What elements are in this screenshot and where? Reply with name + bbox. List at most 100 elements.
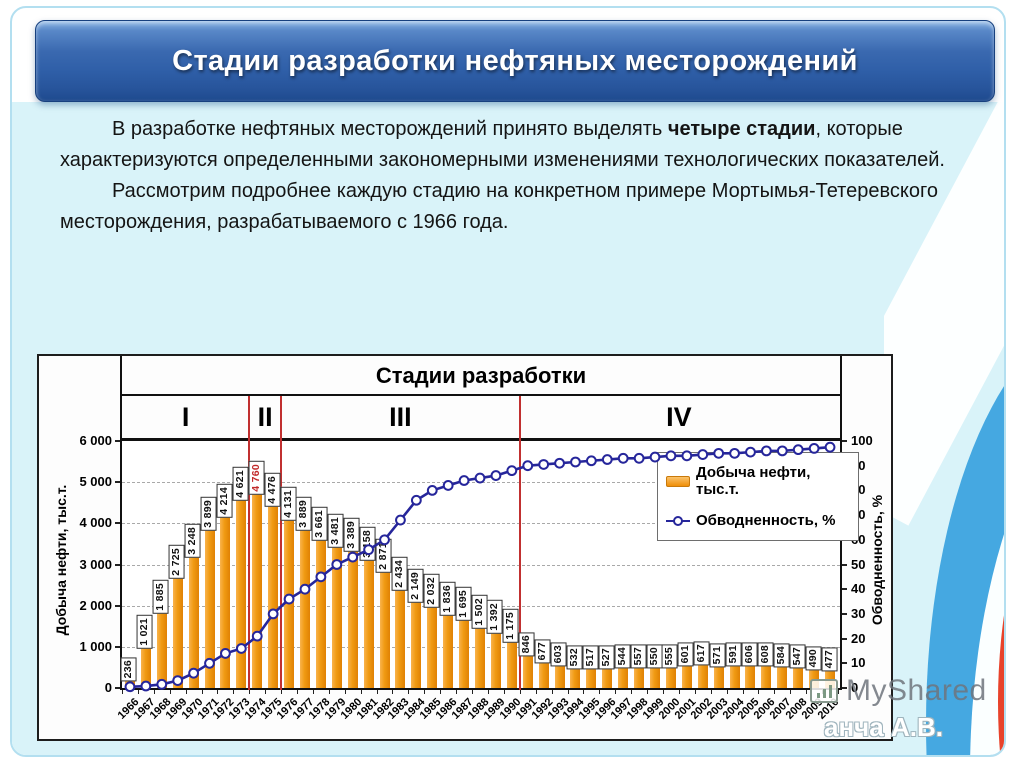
bar-value-label: 3 889	[296, 497, 313, 531]
bar-value-label: 1 695	[455, 587, 472, 622]
production-bar	[490, 630, 501, 688]
x-axis-tick	[551, 690, 553, 694]
right-axis-tick	[842, 440, 847, 442]
chart-title-band	[120, 356, 842, 396]
slide: Стадии разработки нефтяных месторождений…	[10, 6, 1006, 757]
bar-value-label: 584	[773, 642, 790, 667]
x-axis-tick	[694, 690, 696, 694]
production-bar	[395, 587, 406, 688]
left-axis-tick-label: 6 000	[79, 433, 112, 448]
x-axis-tick	[328, 690, 330, 694]
right-axis-tick-label: 0	[851, 680, 859, 695]
stage-label: I	[181, 402, 190, 432]
bar-value-label: 4 131	[280, 487, 297, 521]
legend-label: Добыча нефти, тыс.т.	[696, 464, 811, 498]
x-axis-tick	[233, 690, 235, 694]
production-bar	[475, 626, 485, 688]
bar-value-label: 2 032	[423, 573, 440, 608]
bar-value-label: 3 158	[360, 527, 376, 561]
x-axis-tick	[344, 690, 346, 694]
left-axis-tick-label: 5 000	[79, 474, 112, 490]
production-bar	[220, 514, 231, 688]
production-bar	[459, 618, 470, 688]
production-bar	[140, 645, 151, 688]
x-axis-tick	[424, 690, 426, 694]
x-axis-tick	[265, 690, 267, 694]
x-axis-tick	[631, 690, 633, 694]
x-axis-tick	[185, 690, 187, 694]
right-axis-tick	[842, 612, 847, 615]
production-bar	[284, 517, 295, 688]
right-axis-tick	[842, 588, 847, 591]
x-axis-tick	[297, 690, 299, 694]
production-bar	[697, 662, 708, 688]
x-axis-tick	[710, 690, 712, 694]
x-axis-tick	[456, 690, 458, 694]
production-bar	[379, 569, 390, 688]
production-bar	[411, 599, 422, 688]
left-axis-tick	[115, 604, 120, 607]
stage-divider-line	[280, 396, 283, 690]
bar-value-label: 547	[789, 644, 806, 669]
chart-window-icon	[810, 679, 838, 703]
x-axis-tick	[838, 690, 839, 694]
text-run: , которые характеризуются определенными …	[60, 118, 945, 171]
x-axis-tick	[583, 690, 585, 694]
right-axis-tick-label: 20	[851, 630, 866, 646]
page-title: Стадии разработки нефтяных месторождений	[172, 44, 858, 77]
bar-value-label: 555	[662, 643, 678, 669]
production-bar	[681, 663, 692, 688]
x-axis-tick	[678, 690, 680, 694]
x-axis-tick	[408, 690, 410, 694]
production-bar	[793, 665, 804, 688]
slide-title-bar: Стадии разработки нефтяных месторождений	[35, 20, 995, 102]
left-axis-tick	[115, 645, 120, 648]
bar-value-label: 1 021	[137, 615, 153, 649]
x-axis-tick	[281, 690, 283, 694]
production-bar	[236, 497, 247, 688]
x-axis-tick	[742, 690, 744, 694]
production-bar	[713, 664, 724, 688]
x-axis-tick	[599, 690, 601, 694]
bar-value-label: 517	[582, 645, 599, 670]
production-bar	[363, 558, 374, 688]
production-bar	[665, 665, 676, 688]
production-bar	[586, 666, 597, 688]
x-axis-tick	[519, 690, 521, 694]
x-axis-tick	[535, 690, 537, 694]
bar-value-label: 677	[535, 638, 551, 664]
right-axis-tick-label: 30	[851, 605, 866, 621]
left-axis-tick-label: 3 000	[79, 556, 112, 572]
production-bar	[331, 544, 342, 688]
bar-value-label: 4 214	[216, 483, 233, 518]
right-axis-tick-label: 10	[851, 655, 866, 671]
bar-value-label: 571	[710, 643, 726, 668]
left-axis-tick-label: 0	[104, 680, 112, 695]
production-bar	[729, 663, 740, 688]
bar-value-label: 1 502	[471, 595, 488, 630]
production-bar	[156, 610, 167, 688]
author-signature: анча А.В.	[824, 712, 943, 742]
bar-value-label: 1 175	[503, 608, 519, 643]
x-axis-tick	[392, 690, 394, 694]
x-axis-tick	[122, 690, 123, 694]
bar-value-label: 603	[551, 641, 567, 667]
bar-value-label: 1 836	[439, 581, 456, 616]
bar-value-label: 3 248	[185, 523, 201, 558]
stage-band	[120, 396, 842, 438]
x-axis-tick	[647, 690, 649, 694]
stage-divider-line	[248, 396, 251, 690]
x-axis-tick	[169, 690, 171, 694]
left-axis-tick	[115, 481, 120, 484]
bar-value-label: 606	[741, 641, 758, 667]
production-bar	[602, 666, 613, 688]
bar-value-label: 1 392	[487, 599, 503, 634]
bar-value-label: 4 621	[232, 467, 249, 501]
right-axis-tick-label: 50	[851, 556, 866, 572]
bar-value-label: 550	[646, 643, 663, 669]
text-run: четыре стадии	[667, 118, 816, 140]
bar-value-label: 544	[614, 644, 631, 669]
bar-value-label: 4 760	[248, 461, 265, 496]
bar-value-label: 3 389	[344, 517, 360, 552]
